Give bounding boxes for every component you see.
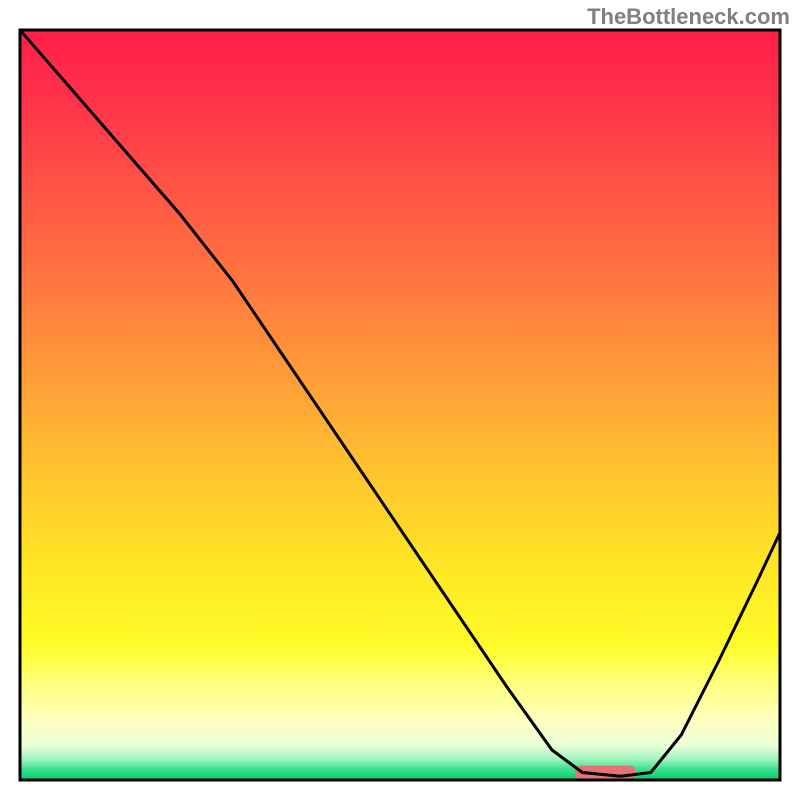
watermark-text: TheBottleneck.com (587, 4, 790, 30)
chart-svg (0, 0, 800, 800)
gradient-background (20, 30, 780, 780)
chart-container: TheBottleneck.com (0, 0, 800, 800)
